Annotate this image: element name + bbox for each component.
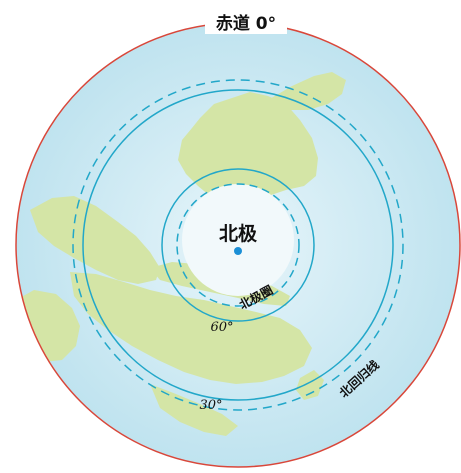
north-pole-label: 北极 <box>219 222 258 245</box>
equator-label: 赤道 0° <box>216 13 276 34</box>
north-pole-dot <box>234 247 242 255</box>
latitude-30-label: 30° <box>199 398 222 413</box>
japan-landmass <box>296 370 324 400</box>
asia-landmass <box>70 272 312 384</box>
southeast-asia-landmass <box>150 384 238 436</box>
tropic-of-cancer-circle <box>72 79 404 411</box>
central-america-landmass <box>268 72 346 110</box>
europe-landmass <box>30 196 160 284</box>
latitude-60-label: 60° <box>210 320 233 335</box>
arctic-circle <box>176 183 300 307</box>
equator-label-background <box>205 10 287 34</box>
land-masses <box>16 72 346 436</box>
arctic-ice-cap <box>182 184 294 296</box>
latitude-60-circle <box>161 168 315 322</box>
latitude-30-circle <box>82 89 394 401</box>
north-america-landmass <box>178 92 318 212</box>
